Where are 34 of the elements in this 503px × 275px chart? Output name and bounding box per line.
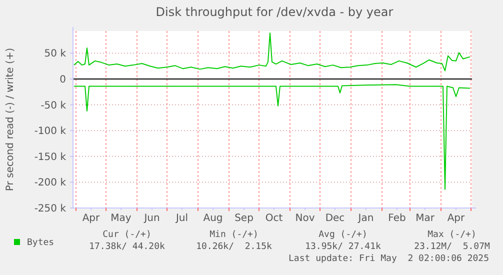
- x-tick-label: Nov: [295, 213, 315, 224]
- x-tick-label: Apr: [447, 213, 466, 224]
- text: Max (-/+): [428, 230, 476, 240]
- x-tick-label: Sep: [234, 213, 254, 224]
- x-tick-label: Oct: [265, 213, 283, 224]
- y-tick-label: 0: [60, 74, 66, 86]
- x-tick-label: Apr: [82, 213, 101, 224]
- x-tick-label: Aug: [203, 213, 223, 224]
- x-tick-label: Jan: [357, 213, 374, 224]
- x-tick-label: Dec: [325, 213, 345, 224]
- y-tick-label: -200 k: [34, 178, 66, 189]
- text: Min (-/+): [210, 230, 258, 240]
- x-tick-label: Jun: [143, 213, 160, 224]
- y-tick-label: -250 k: [34, 204, 66, 214]
- y-axis-title: Pr second read (-) / write (+): [5, 48, 16, 192]
- legend-label: Bytes: [27, 238, 54, 248]
- text: 17.38k/ 44.20k: [89, 242, 166, 252]
- y-tick-label: -100 k: [34, 126, 66, 138]
- x-tick-label: May: [110, 213, 132, 224]
- text: 10.26k/ 2.15k: [196, 242, 273, 252]
- y-tick-label: -50 k: [40, 100, 66, 112]
- chart-title: Disk throughput for /dev/xvda - by year: [156, 5, 394, 19]
- y-tick-label: -150 k: [34, 152, 66, 163]
- text: 23.12M/ 5.07M: [414, 242, 491, 252]
- x-tick-label: Jul: [174, 213, 188, 224]
- x-tick-label: Feb: [388, 213, 406, 224]
- text: Avg (-/+): [318, 230, 368, 240]
- line-series: [74, 32, 470, 72]
- x-tick-label: Mar: [416, 213, 436, 224]
- text: Cur (-/+): [102, 230, 152, 240]
- text: 13.95k/ 27.41k: [305, 242, 382, 252]
- text: Last update: Fri May 2 02:00:06 2025: [288, 254, 489, 264]
- y-tick-label: 50 k: [44, 48, 66, 60]
- line-series: [74, 84, 470, 190]
